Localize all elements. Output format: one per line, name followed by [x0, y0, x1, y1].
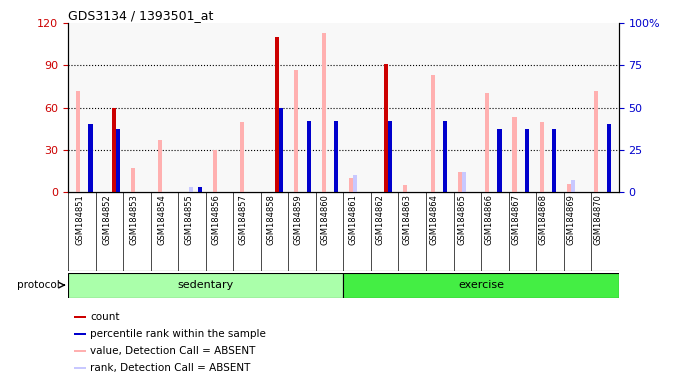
Bar [275, 37, 279, 192]
Bar [443, 121, 447, 192]
Bar [458, 172, 462, 192]
Text: GSM184860: GSM184860 [321, 194, 330, 245]
Bar [607, 124, 611, 192]
Bar [197, 187, 201, 192]
Bar [403, 185, 407, 192]
Bar [73, 367, 86, 369]
Bar [189, 187, 193, 192]
Bar [116, 129, 120, 192]
Bar [112, 108, 116, 192]
Text: GDS3134 / 1393501_at: GDS3134 / 1393501_at [68, 9, 214, 22]
Text: GSM184856: GSM184856 [211, 194, 221, 245]
Text: value, Detection Call = ABSENT: value, Detection Call = ABSENT [90, 346, 256, 356]
Bar [571, 180, 575, 192]
Text: GSM184868: GSM184868 [539, 194, 548, 245]
Bar [513, 118, 517, 192]
Text: protocol: protocol [17, 280, 60, 290]
Bar [594, 91, 598, 192]
Text: GSM184852: GSM184852 [103, 194, 112, 245]
Bar [430, 75, 435, 192]
Bar [349, 178, 353, 192]
Bar [158, 140, 162, 192]
Text: GSM184869: GSM184869 [566, 194, 575, 245]
Text: GSM184867: GSM184867 [511, 194, 521, 245]
Bar [552, 129, 556, 192]
Text: GSM184861: GSM184861 [348, 194, 357, 245]
Bar [307, 121, 311, 192]
Bar [322, 33, 326, 192]
Bar [486, 93, 490, 192]
Text: GSM184857: GSM184857 [239, 194, 248, 245]
Bar [353, 175, 357, 192]
Text: GSM184863: GSM184863 [403, 194, 411, 245]
Bar [384, 64, 388, 192]
Text: GSM184870: GSM184870 [594, 194, 602, 245]
Bar [88, 124, 92, 192]
Text: GSM184858: GSM184858 [267, 194, 275, 245]
Text: percentile rank within the sample: percentile rank within the sample [90, 329, 266, 339]
Text: rank, Detection Call = ABSENT: rank, Detection Call = ABSENT [90, 363, 250, 373]
Text: GSM184859: GSM184859 [294, 194, 303, 245]
Text: sedentary: sedentary [177, 280, 234, 290]
Text: GSM184864: GSM184864 [430, 194, 439, 245]
Text: exercise: exercise [458, 280, 504, 290]
Bar [334, 121, 338, 192]
Bar [73, 316, 86, 318]
Text: GSM184853: GSM184853 [130, 194, 139, 245]
Text: GSM184865: GSM184865 [457, 194, 466, 245]
Bar [240, 122, 244, 192]
Text: count: count [90, 312, 120, 322]
Text: GSM184862: GSM184862 [375, 194, 384, 245]
Bar [567, 184, 571, 192]
Bar [525, 129, 529, 192]
Bar [213, 150, 217, 192]
Bar [498, 129, 502, 192]
Bar [279, 108, 284, 192]
Text: GSM184851: GSM184851 [75, 194, 84, 245]
Text: GSM184854: GSM184854 [157, 194, 166, 245]
Text: GSM184866: GSM184866 [484, 194, 494, 245]
Bar [388, 121, 392, 192]
Text: GSM184855: GSM184855 [184, 194, 193, 245]
Bar [540, 122, 544, 192]
Bar [76, 91, 80, 192]
Bar [294, 70, 299, 192]
Bar [131, 168, 135, 192]
Bar [68, 273, 343, 298]
Bar [73, 350, 86, 352]
Bar [73, 333, 86, 335]
Bar [343, 273, 619, 298]
Bar [462, 172, 466, 192]
